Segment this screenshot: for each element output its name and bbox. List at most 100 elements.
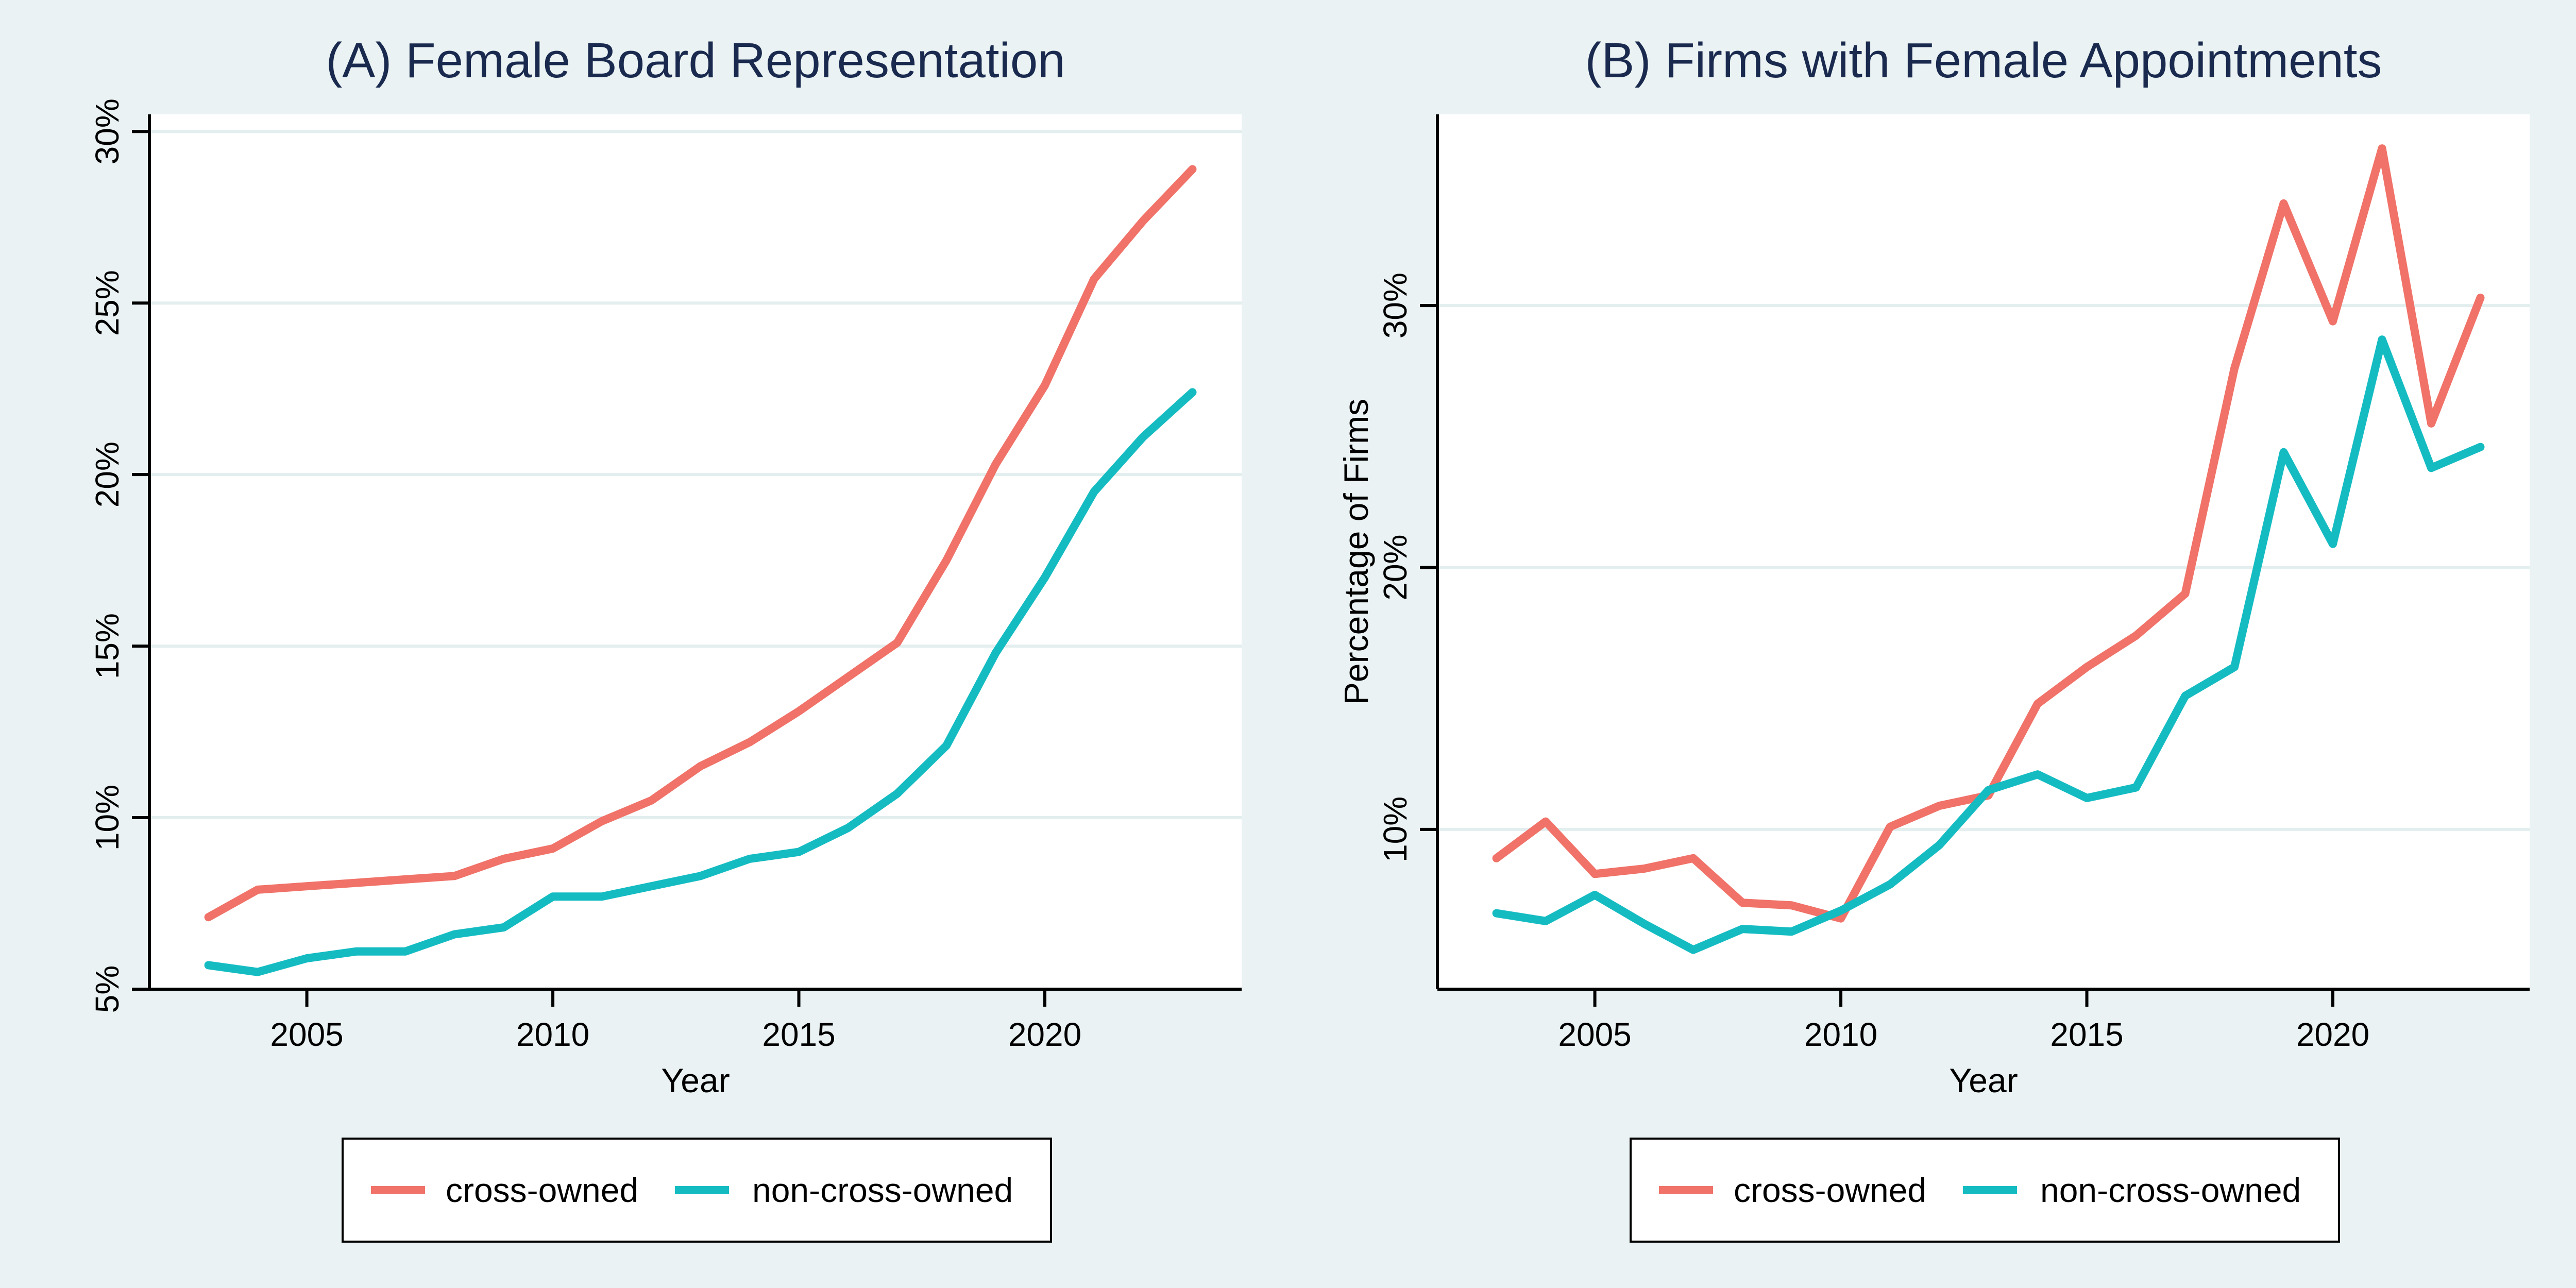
panel-b-y-tick-label: 10% <box>1377 796 1414 862</box>
panel-a-series-cross-owned-point <box>651 800 652 801</box>
panel-a-series-cross-owned-point <box>208 917 209 918</box>
panel-a-plot-area <box>149 114 1242 989</box>
panel-a-y-tick-label: 20% <box>89 442 126 507</box>
panel-b-series-non-cross-owned-point <box>2431 467 2432 468</box>
panel-a-series-non-cross-owned-point <box>1044 577 1045 578</box>
panel-a-y-tick-label: 30% <box>89 98 126 164</box>
panel-a-series-cross-owned-point <box>355 883 357 884</box>
panel-b-series-cross-owned-point <box>1643 868 1645 869</box>
panel-b-series-non-cross-owned-point <box>1595 894 1596 895</box>
panel-b-plot-area <box>1437 114 2530 989</box>
panel-a-series-cross-owned-point <box>700 766 701 767</box>
panel-a-series-non-cross-owned-point <box>799 852 800 853</box>
panel-a-series-non-cross-owned-point <box>503 927 504 928</box>
panel-a-series-cross-owned-point <box>995 464 996 465</box>
panel-a-x-tick-label: 2020 <box>1008 1016 1081 1053</box>
panel-a-series-cross-owned-point <box>602 821 603 822</box>
panel-a-y-tick-label: 5% <box>89 965 126 1013</box>
panel-b-y-axis-label: Percentage of Firms <box>1337 399 1375 705</box>
panel-b-series-cross-owned-point <box>1742 902 1743 903</box>
panel-a-y-tick-label: 25% <box>89 270 126 336</box>
panel-a-legend-label-cross-owned: cross-owned <box>446 1171 638 1209</box>
panel-b-series-non-cross-owned-point <box>1939 844 1940 845</box>
panel-a-x-axis-label: Year <box>661 1061 730 1099</box>
panel-a-series-non-cross-owned-point <box>454 934 455 935</box>
panel-a-series-cross-owned-line <box>204 165 1197 922</box>
panel-b-series-cross-owned-point <box>2332 321 2333 322</box>
panel-b-series-cross-owned-point <box>2480 297 2481 298</box>
panel-a-series-non-cross-owned-point <box>700 875 701 876</box>
panel-b-series-non-cross-owned-line <box>1492 335 2485 954</box>
panel-b-series-non-cross-owned-point <box>2037 774 2038 775</box>
panel-b-series-cross-owned-point <box>2283 203 2284 204</box>
panel-b-x-tick-label: 2010 <box>1804 1016 1877 1053</box>
panel-a-series-non-cross-owned-point <box>355 951 357 952</box>
panel-a-series-non-cross-owned-point <box>1094 491 1095 492</box>
panel-a-series-non-cross-owned-point <box>848 827 849 828</box>
panel-b-series-cross-owned-point <box>1496 858 1497 859</box>
panel-b-series-non-cross-owned-point <box>1693 950 1694 951</box>
panel-a-series-non-cross-owned-point <box>1143 436 1144 437</box>
panel-a-series-cross-owned-point <box>897 642 898 643</box>
panel-a-series-cross-owned-point <box>848 676 849 677</box>
panel-a-series-non-cross-owned-point <box>749 858 750 859</box>
panel-b-legend-label-non-cross-owned: non-cross-owned <box>2040 1171 2301 1209</box>
panel-b-series-cross-owned-point <box>1939 805 1940 806</box>
panel-b-series-non-cross-owned-point <box>1791 931 1792 932</box>
panel-b-series-cross-owned-point <box>2136 635 2137 636</box>
panel-a-series-cross-owned-point <box>552 848 553 849</box>
panel-a-series-cross-owned-point <box>454 875 455 876</box>
panel-b-series-non-cross-owned-point <box>1545 921 1546 922</box>
panel-b-series-non-cross-owned-point <box>1643 923 1645 924</box>
panel-b-series-cross-owned-point <box>1595 873 1596 874</box>
panel-b-series-cross-owned-point <box>1693 858 1694 859</box>
panel-a-series-cross-owned-point <box>503 858 504 859</box>
panel-a-x-tick-label: 2015 <box>762 1016 835 1053</box>
panel-a-series-non-cross-owned-point <box>651 886 652 887</box>
panel-a-series-cross-owned-point <box>1192 169 1193 170</box>
panel-b-y-tick-label: 30% <box>1377 273 1414 338</box>
panel-b-title: (B) Firms with Female Appointments <box>1585 33 2382 88</box>
panel-b-series-cross-owned-point <box>2234 368 2235 369</box>
panel-a-x-tick-label: 2010 <box>516 1016 589 1053</box>
panel-b-series-non-cross-owned-point <box>2234 667 2235 668</box>
panel-b-series-cross-owned-point <box>1545 821 1546 822</box>
panel-b-series-non-cross-owned-point <box>2185 696 2186 697</box>
panel-a-x-tick-label: 2005 <box>270 1016 343 1053</box>
panel-b-series-non-cross-owned-point <box>1496 913 1497 914</box>
panel-a-y-tick-label: 15% <box>89 613 126 679</box>
panel-b-series-cross-owned-point <box>1791 905 1792 906</box>
panel-a-series-non-cross-owned-point <box>257 972 258 973</box>
panel-b-series-cross-owned-point <box>2431 423 2432 424</box>
panel-b-series-non-cross-owned-point <box>2283 452 2284 453</box>
panel-b-x-tick-label: 2005 <box>1558 1016 1631 1053</box>
panel-a-series-cross-owned-point <box>307 886 308 887</box>
panel-a-series-non-cross-owned-point <box>602 896 603 897</box>
panel-a-series-non-cross-owned-point <box>405 951 406 952</box>
panel-a-title: (A) Female Board Representation <box>326 33 1065 88</box>
panel-b-series-cross-owned-point <box>2037 703 2038 704</box>
panel-b-series-non-cross-owned-point <box>2136 787 2137 788</box>
panel-a-series-non-cross-owned-point <box>307 958 308 959</box>
panel-b-legend-label-cross-owned: cross-owned <box>1734 1171 1926 1209</box>
panel-b-series-non-cross-owned-point <box>1988 790 1989 791</box>
panel-b-series-non-cross-owned-point <box>2332 544 2333 545</box>
panel-b-y-tick-label: 20% <box>1377 534 1414 600</box>
panel-a-y-tick-label: 10% <box>89 785 126 851</box>
panel-a-series-non-cross-owned-point <box>995 652 996 653</box>
panel-a-series-cross-owned-point <box>257 889 258 890</box>
panel-a-series-non-cross-owned-point <box>1192 392 1193 393</box>
panel-a-series-cross-owned-point <box>1094 279 1095 280</box>
panel-b-series-non-cross-owned-point <box>1890 884 1891 885</box>
panel-a-series-cross-owned-point <box>405 879 406 880</box>
panel-b-series-cross-owned-point <box>1890 826 1891 827</box>
panel-b-series-cross-owned-point <box>2185 593 2186 594</box>
panel-b-series-non-cross-owned-point <box>2382 339 2383 340</box>
panel-b-x-axis-label: Year <box>1949 1061 2018 1099</box>
panel-b-series-non-cross-owned-point <box>1742 928 1743 929</box>
panel-b-series-cross-owned-point <box>2382 148 2383 149</box>
panel-a-series-cross-owned-point <box>1143 220 1144 221</box>
panel-b-series-cross-owned-point <box>1840 918 1841 919</box>
